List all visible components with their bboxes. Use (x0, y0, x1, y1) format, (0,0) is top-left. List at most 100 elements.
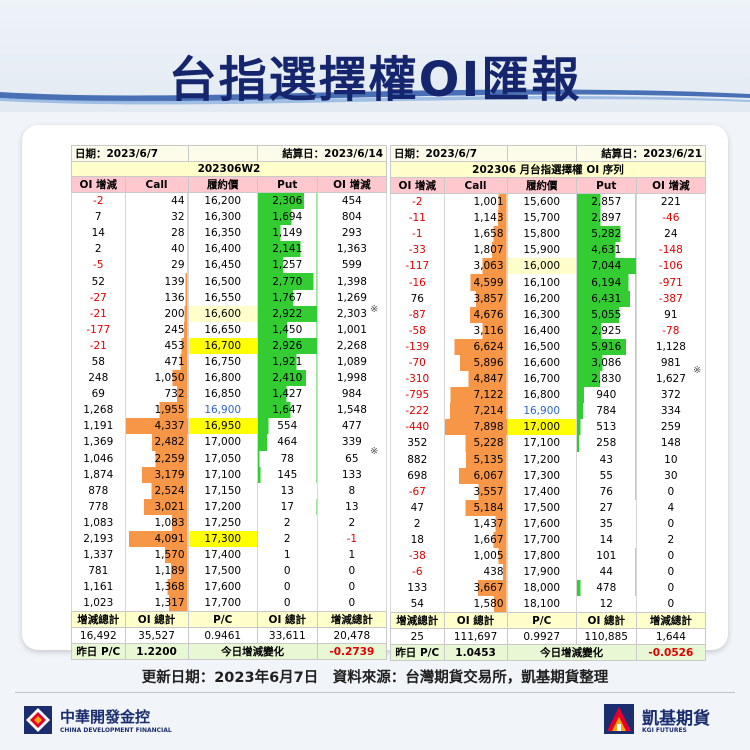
put-oi: 1,694 (256, 209, 318, 226)
strike-price: 15,900 (506, 242, 577, 259)
strike-price: 17,150 (187, 482, 258, 499)
call-oi-change: -21 (71, 305, 126, 322)
strike-price: 15,700 (506, 210, 577, 227)
table-row: 58 471 16,750 1,921 1,089 (71, 353, 388, 371)
put-oi-change: 454 (316, 192, 388, 210)
table-row: 1,369 2,482 17,000 464 339 (71, 434, 388, 451)
column-header: Call (443, 177, 508, 194)
strike-price: 16,300 (506, 306, 577, 323)
put-oi: 5,916 (575, 338, 637, 355)
call-oi-change: -795 (390, 387, 445, 404)
put-oi: 554 (256, 418, 318, 435)
call-oi: 245 (124, 321, 189, 338)
call-oi: 3,179 (124, 466, 189, 483)
put-oi: 4,631 (575, 242, 637, 259)
call-oi: 1,189 (124, 563, 189, 580)
call-oi-change: 1,874 (71, 466, 126, 483)
put-oi-change: 24 (635, 226, 707, 243)
table-row: 1,046 2,259 17,050 78 65 (71, 450, 388, 467)
call-oi: 1,955 (124, 402, 189, 419)
table-row: 878 2,524 17,150 13 8 (71, 482, 388, 499)
put-oi: 478 (575, 580, 637, 597)
call-oi: 40 (124, 241, 189, 258)
call-oi: 200 (124, 305, 189, 322)
table-row: -2 44 16,200 2,306 454 (71, 192, 388, 210)
strike-price: 16,400 (187, 241, 258, 258)
put-oi-change: 0 (635, 483, 707, 500)
put-oi: 784 (575, 403, 637, 420)
call-oi: 1,005 (443, 548, 508, 565)
total-header: OI 總計 (124, 611, 189, 629)
strike-price: 18,000 (506, 580, 577, 597)
kgi-logo-sub: KGI FUTURES (642, 727, 687, 734)
put-oi: 1,767 (256, 289, 318, 306)
put-oi: 5,055 (575, 306, 637, 323)
call-oi: 453 (124, 337, 189, 354)
call-oi: 3,557 (443, 483, 508, 500)
call-oi-change: -21 (71, 337, 126, 354)
table-row: -27 136 16,550 1,767 1,269 (71, 289, 388, 306)
date-label: 日期：2023/6/7 (390, 145, 508, 162)
strike-price: 17,600 (187, 579, 258, 596)
put-oi: 2,830 (575, 371, 637, 388)
call-oi-change: 698 (390, 467, 445, 484)
table-row: -70 5,896 16,600 3,086 981 (390, 354, 707, 372)
series-label: 202306W2 (71, 161, 387, 177)
strike-price: 16,550 (187, 289, 258, 306)
put-oi-change: 1,998 (316, 370, 388, 387)
call-oi: 7,122 (443, 387, 508, 404)
table-row: -5 29 16,450 1,257 599 (71, 257, 388, 274)
table-row: -87 4,676 16,300 5,055 91 (390, 306, 707, 323)
total-header: P/C (506, 612, 577, 630)
put-oi: 27 (575, 499, 637, 516)
page-title: 台指選擇權OI匯報 (168, 52, 582, 108)
put-oi: 2,922 (256, 305, 318, 322)
table-row: -117 3,063 16,000 7,044 -106 (390, 258, 707, 275)
call-oi: 3,116 (443, 322, 508, 339)
strike-price: 17,250 (187, 514, 258, 531)
call-oi-change: 14 (71, 225, 126, 242)
total-value: 33,611 (256, 627, 318, 645)
put-oi: 13 (256, 482, 318, 499)
call-oi-change: -70 (390, 354, 445, 372)
call-oi-change: 352 (390, 435, 445, 452)
strike-price: 16,900 (506, 403, 577, 420)
call-oi-change: -117 (390, 258, 445, 275)
put-oi: 513 (575, 419, 637, 436)
put-oi: 78 (256, 450, 318, 467)
put-oi-change: 13 (316, 498, 388, 515)
strike-price: 16,500 (506, 338, 577, 355)
table-row: 7 32 16,300 1,694 804 (71, 209, 388, 226)
table-row: -38 1,005 17,800 101 0 (390, 548, 707, 565)
strike-price: 17,000 (506, 419, 577, 436)
put-oi-change: 334 (635, 403, 707, 420)
table-row: -1 1,658 15,800 5,282 24 (390, 226, 707, 243)
column-header: Put (575, 177, 637, 194)
strike-price: 16,450 (187, 257, 258, 274)
kgi-logo-icon (604, 704, 634, 734)
table-row: 1,191 4,337 16,950 554 477 (71, 418, 388, 435)
call-oi: 2,482 (124, 434, 189, 451)
call-oi: 1,570 (124, 547, 189, 564)
put-oi-change: 2,303 (316, 305, 388, 322)
put-oi: 464 (256, 434, 318, 451)
strike-price: 16,600 (187, 305, 258, 322)
call-oi: 5,228 (443, 435, 508, 452)
put-oi-change: 259 (635, 419, 707, 436)
call-oi: 4,091 (124, 530, 189, 548)
total-value: 0.9461 (187, 627, 258, 645)
call-oi-change: -177 (71, 321, 126, 338)
call-oi: 29 (124, 257, 189, 274)
strike-price: 17,200 (187, 498, 258, 515)
strike-price: 17,200 (506, 451, 577, 468)
put-oi-change: 293 (316, 225, 388, 242)
put-oi: 1,149 (256, 225, 318, 242)
call-oi-change: 47 (390, 499, 445, 516)
call-oi-change: -310 (390, 371, 445, 388)
put-oi-change: 1,627 (635, 371, 707, 388)
strike-price: 17,500 (187, 563, 258, 580)
total-header: OI 總計 (443, 612, 508, 630)
total-header: OI 總計 (256, 611, 318, 629)
table-row: 2 40 16,400 2,141 1,363 (71, 241, 388, 258)
strike-price: 16,000 (506, 258, 577, 275)
